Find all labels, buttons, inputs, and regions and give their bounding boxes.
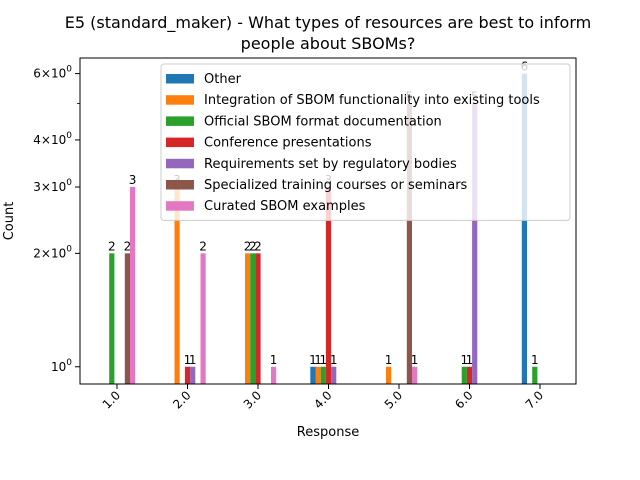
- bar-value-label: 1: [184, 353, 192, 367]
- bar-value-label: 2: [244, 239, 252, 253]
- bar: [200, 253, 206, 384]
- legend-label: Conference presentations: [204, 136, 372, 151]
- bar: [250, 253, 256, 384]
- bar: [320, 366, 326, 384]
- y-tick-label: 3×100: [33, 178, 72, 194]
- legend-label: Official SBOM format documentation: [204, 114, 442, 129]
- bar: [461, 366, 467, 384]
- y-tick-label: 6×100: [33, 65, 72, 81]
- bar: [130, 187, 136, 384]
- bar: [310, 366, 316, 384]
- legend-box: [160, 63, 571, 221]
- chart-title-line-1: E5 (standard_maker) - What types of reso…: [65, 13, 591, 33]
- bar: [174, 187, 180, 384]
- bar-value-label: 3: [129, 173, 137, 187]
- legend-label: Other: [204, 72, 242, 87]
- bar-value-label: 1: [319, 353, 327, 367]
- bar-value-label: 1: [270, 353, 278, 367]
- legend-label: Requirements set by regulatory bodies: [204, 157, 457, 172]
- y-axis-ticks: 100 2×100 3×100 4×100 6×100: [33, 65, 80, 374]
- legend-swatch: [166, 180, 194, 190]
- y-tick-label: 100: [51, 358, 72, 374]
- chart-title-line-2: people about SBOMs?: [241, 34, 416, 53]
- bar: [184, 366, 191, 384]
- bar-value-label: 2: [124, 239, 132, 253]
- y-tick-label: 2×100: [33, 244, 72, 260]
- bar: [472, 103, 478, 385]
- legend: Other Integration of SBOM functionality i…: [160, 63, 571, 221]
- bar-value-label: 1: [466, 353, 474, 367]
- bar: [190, 366, 196, 384]
- bar: [466, 366, 473, 384]
- legend-swatch: [166, 95, 194, 105]
- bar: [331, 366, 337, 384]
- legend-swatch: [166, 158, 194, 169]
- bar-value-label: 1: [411, 353, 419, 367]
- bar-value-label: 2: [254, 239, 262, 253]
- bar: [124, 253, 130, 384]
- bar-value-label: 2: [108, 239, 116, 253]
- legend-swatch: [166, 116, 194, 126]
- bars-layer: [109, 73, 538, 385]
- bar-value-label: 1: [309, 353, 317, 367]
- bar-value-label: 1: [531, 353, 539, 367]
- legend-swatch: [166, 201, 194, 211]
- bar: [532, 366, 538, 384]
- bar-value-label: 1: [385, 353, 393, 367]
- bar: [521, 73, 527, 384]
- legend-label: Specialized training courses or seminars: [204, 178, 468, 193]
- bar-value-label: 1: [314, 353, 322, 367]
- y-axis-label: Count: [2, 202, 17, 241]
- bar: [271, 366, 277, 384]
- y-tick-label: 4×100: [33, 131, 72, 147]
- bar: [255, 253, 261, 384]
- bar-value-label: 1: [460, 353, 468, 367]
- bar: [406, 103, 412, 385]
- bar-value-label: 1: [330, 353, 338, 367]
- bar-value-label: 1: [189, 353, 197, 367]
- legend-swatch: [166, 74, 194, 84]
- bar: [109, 253, 115, 384]
- bar-value-label: 2: [249, 239, 257, 253]
- legend-swatch: [166, 137, 194, 148]
- bar-value-label: 2: [199, 239, 207, 253]
- bar: [412, 366, 418, 384]
- bar: [386, 366, 392, 384]
- bar: [315, 366, 321, 384]
- x-axis-label: Response: [297, 425, 359, 440]
- legend-label: Curated SBOM examples: [204, 199, 366, 214]
- legend-label: Integration of SBOM functionality into e…: [204, 93, 540, 108]
- bar: [325, 187, 332, 384]
- bar: [245, 253, 251, 384]
